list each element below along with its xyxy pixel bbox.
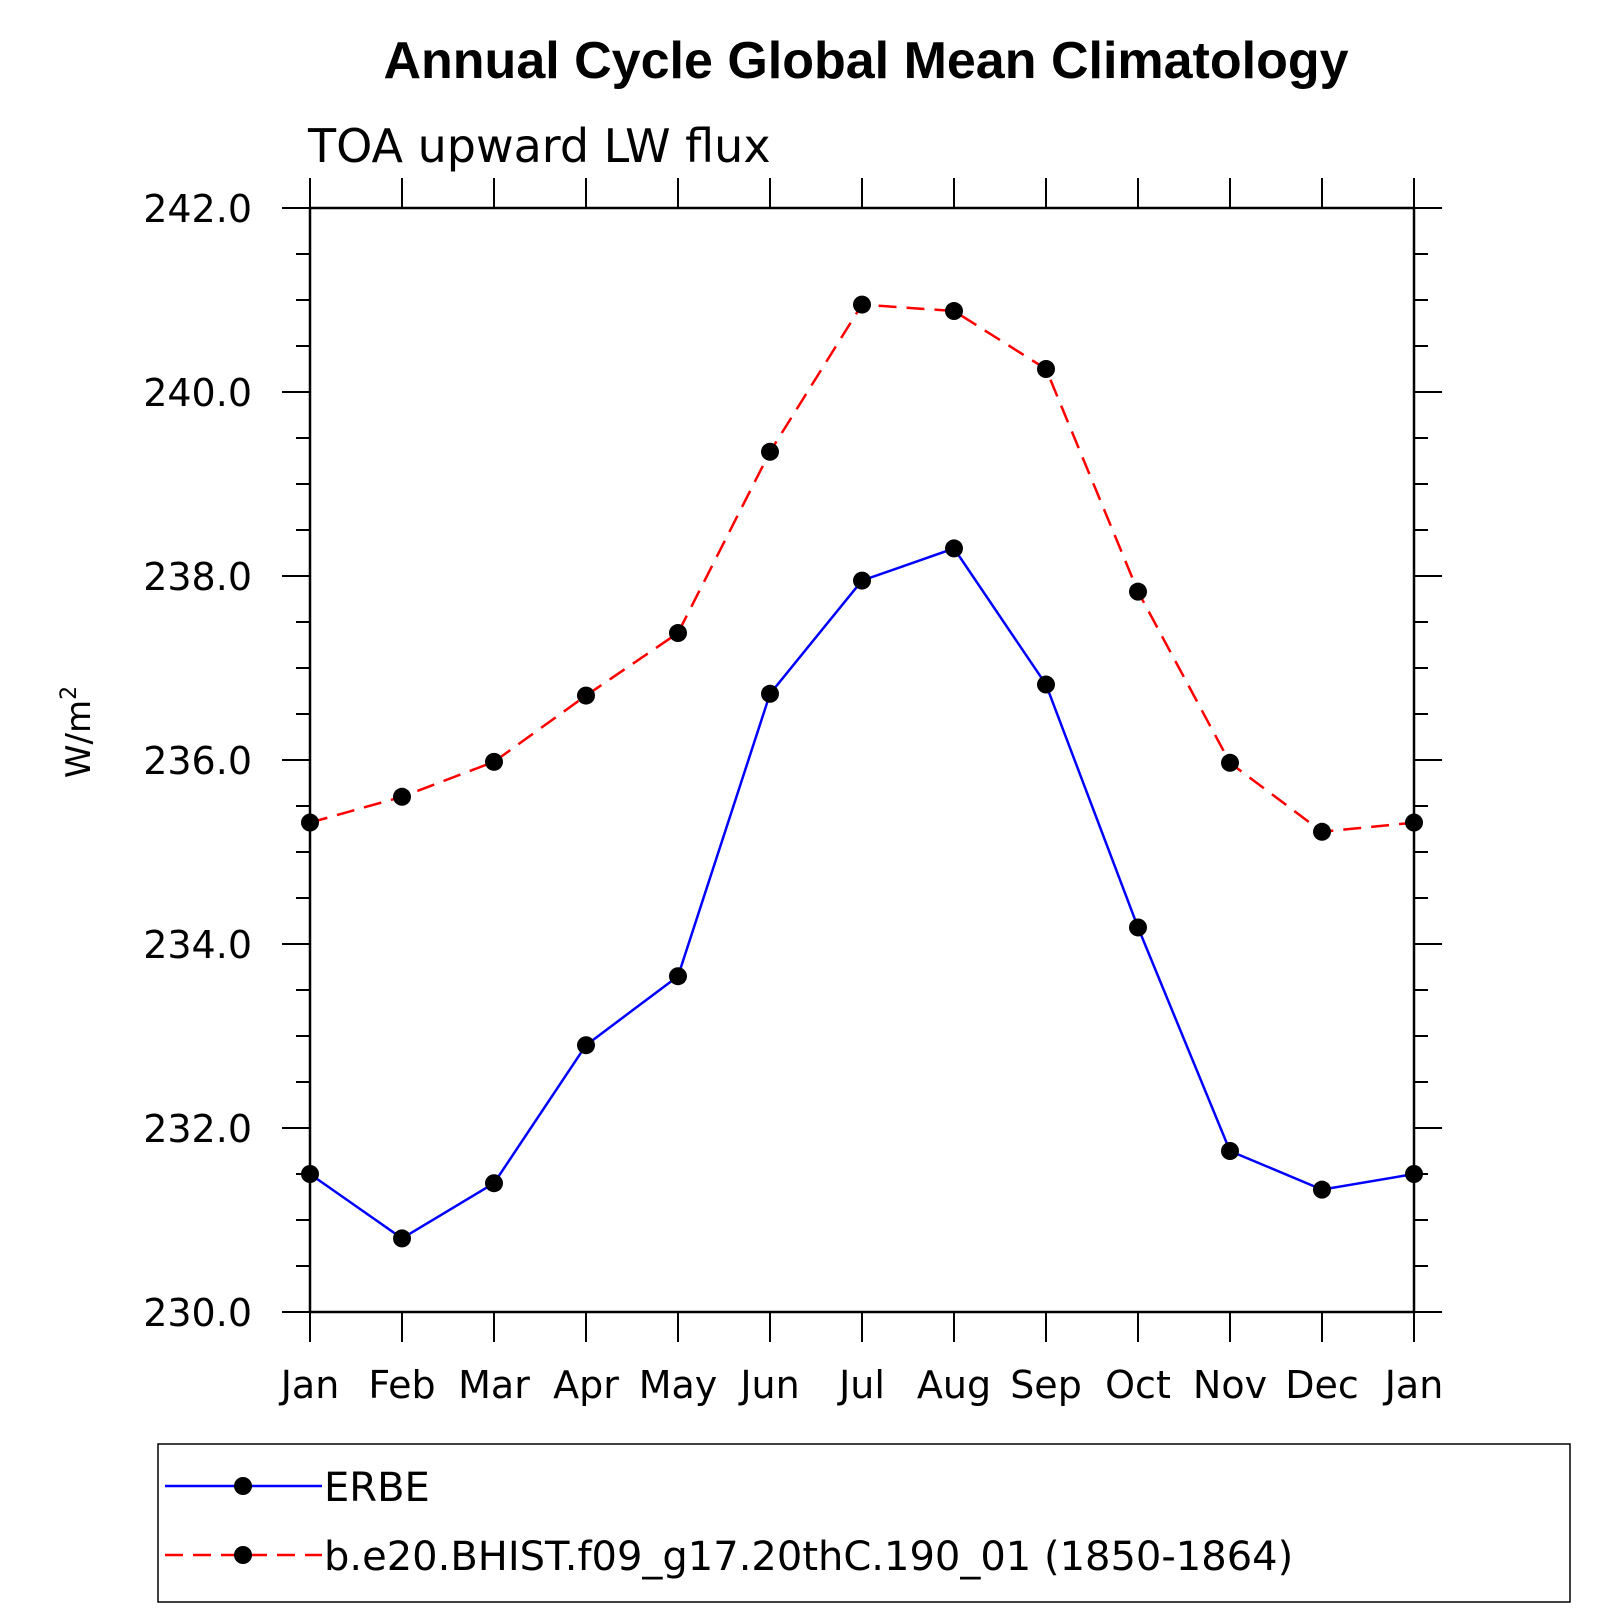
- series-0-point: [1129, 918, 1147, 937]
- x-tick-label: Jan: [279, 1363, 340, 1407]
- series-0-point: [853, 571, 871, 590]
- x-tick-label: Jun: [738, 1363, 799, 1407]
- series-0-point: [1405, 1165, 1423, 1183]
- y-tick-label: 240.0: [143, 371, 252, 415]
- y-axis-ticks: 230.0 232.0 234.0 236.0 238.0 240.0 242.0: [143, 187, 1442, 1335]
- series-0-point: [577, 1036, 595, 1055]
- y-axis-label-superscript: 2: [57, 686, 82, 700]
- series-0-point: [669, 967, 687, 986]
- legend-marker-model: [234, 1546, 252, 1564]
- series-1-point: [853, 295, 871, 314]
- series-1-point: [1221, 753, 1239, 772]
- x-tick-label: Oct: [1105, 1363, 1171, 1407]
- plot-frame: [308, 206, 1416, 1314]
- x-tick-label: Mar: [458, 1363, 530, 1407]
- y-tick-label: 236.0: [143, 739, 252, 783]
- y-axis-label-text: W/m: [59, 700, 99, 778]
- y-tick-label: 232.0: [143, 1107, 252, 1151]
- y-tick-label: 242.0: [143, 187, 252, 231]
- legend-marker-erbe: [234, 1477, 252, 1495]
- series-1-point: [485, 752, 503, 771]
- x-tick-label: Aug: [917, 1363, 991, 1407]
- x-tick-label: Sep: [1010, 1363, 1082, 1407]
- y-axis-label: W/m2: [57, 686, 99, 778]
- series-1-point: [761, 442, 779, 461]
- x-tick-label: Apr: [553, 1363, 619, 1407]
- x-tick-label: May: [639, 1363, 718, 1407]
- x-tick-label: Jul: [837, 1363, 885, 1407]
- x-tick-label: Jan: [1383, 1363, 1444, 1407]
- x-tick-label: Feb: [368, 1363, 435, 1407]
- series-0-point: [393, 1229, 411, 1248]
- series-0-point: [485, 1174, 503, 1193]
- series-1-point: [1129, 582, 1147, 601]
- svg-text:W/m2: W/m2: [57, 686, 99, 778]
- legend-box: [157, 1443, 1571, 1603]
- chart-subtitle: TOA upward LW flux: [307, 119, 771, 173]
- series-lines: [309, 303, 1415, 1240]
- y-tick-label: 234.0: [143, 923, 252, 967]
- series-0-point: [1221, 1142, 1239, 1160]
- legend-label-erbe: ERBE: [324, 1465, 430, 1511]
- y-tick-label: 238.0: [143, 555, 252, 599]
- y-tick-label: 230.0: [143, 1291, 252, 1335]
- chart-title: Annual Cycle Global Mean Climatology: [383, 32, 1348, 90]
- series-1-point: [577, 686, 595, 705]
- legend-label-model: b.e20.BHIST.f09_g17.20thC.190_01 (1850-1…: [324, 1534, 1293, 1580]
- series-markers: [301, 295, 1423, 1248]
- series-1-point: [301, 813, 319, 832]
- x-tick-label: Nov: [1193, 1363, 1267, 1407]
- series-0-point: [945, 539, 963, 558]
- legend: ERBE b.e20.BHIST.f09_g17.20thC.190_01 (1…: [157, 1443, 1571, 1603]
- x-tick-label: Dec: [1285, 1363, 1359, 1407]
- series-1-point: [1405, 813, 1423, 832]
- series-1-point: [1313, 822, 1331, 841]
- x-axis-ticks: Jan Feb Mar Apr May Jun Jul Aug Sep Oct Nov Dec Jan: [279, 178, 1444, 1407]
- series-0-point: [1313, 1180, 1331, 1199]
- series-1-point: [1037, 360, 1055, 378]
- series-1-point: [393, 787, 411, 806]
- plot-border: [308, 206, 1416, 1314]
- series-0-point: [761, 684, 779, 703]
- series-1-point: [669, 624, 687, 643]
- series-1-point: [945, 302, 963, 321]
- series-line-1: [309, 303, 1415, 834]
- series-0-point: [301, 1165, 319, 1183]
- series-line-0: [309, 546, 1415, 1240]
- series-0-point: [1037, 675, 1055, 694]
